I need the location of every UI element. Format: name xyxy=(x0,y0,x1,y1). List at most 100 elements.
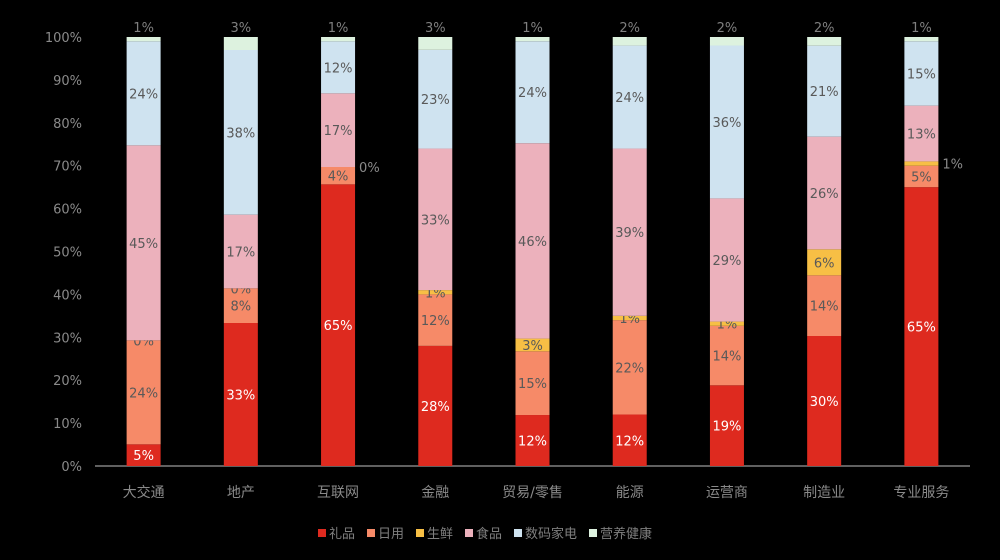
data-label: 2% xyxy=(717,21,738,36)
bar-segment xyxy=(904,105,939,162)
bar-segment xyxy=(515,338,550,352)
data-label: 5% xyxy=(133,449,154,464)
data-label: 24% xyxy=(518,86,547,101)
bar-segment xyxy=(418,290,453,295)
bar-segment xyxy=(418,37,453,50)
data-label: 65% xyxy=(907,321,936,336)
data-label: 33% xyxy=(421,213,450,228)
y-tick-label: 60% xyxy=(53,203,82,218)
y-tick-label: 50% xyxy=(53,246,82,261)
bar-segment xyxy=(223,323,258,466)
bar-segment xyxy=(418,148,453,291)
data-label: 36% xyxy=(712,116,741,131)
bar-segment xyxy=(321,93,356,167)
y-tick-label: 100% xyxy=(45,31,82,46)
bar-segment xyxy=(515,351,550,416)
legend-swatch xyxy=(367,529,375,537)
bar-segment xyxy=(126,37,161,42)
data-label: 1% xyxy=(522,21,543,36)
data-label: 5% xyxy=(911,170,932,185)
data-label: 1% xyxy=(942,158,963,173)
bar-segment xyxy=(223,37,258,50)
y-tick-label: 90% xyxy=(53,74,82,89)
data-label: 8% xyxy=(231,300,252,315)
bar-segment xyxy=(126,340,161,445)
x-tick-label: 大交通 xyxy=(123,484,165,501)
bar-segment xyxy=(709,385,744,466)
bar-segment xyxy=(709,321,744,326)
bar-segment xyxy=(904,161,939,166)
data-label: 3% xyxy=(522,339,543,354)
data-label: 12% xyxy=(518,435,547,450)
data-label: 46% xyxy=(518,235,547,250)
bar-segment xyxy=(904,37,939,42)
bar-segment xyxy=(515,143,550,339)
data-label: 12% xyxy=(421,314,450,329)
legend-swatch xyxy=(465,529,473,537)
data-label: 12% xyxy=(615,434,644,449)
bar-segment xyxy=(418,49,453,149)
bar-segment xyxy=(612,148,647,316)
bar-segment xyxy=(709,325,744,386)
x-tick-label: 地产 xyxy=(227,485,255,501)
legend-swatch xyxy=(589,529,597,537)
bar-segment xyxy=(418,345,453,466)
data-label: 14% xyxy=(810,300,839,315)
bar-segment xyxy=(709,198,744,322)
y-tick-label: 40% xyxy=(53,288,82,303)
y-tick-label: 20% xyxy=(53,374,82,389)
bar-segment xyxy=(612,320,647,415)
data-label: 38% xyxy=(226,126,255,141)
bar-segment xyxy=(321,41,356,94)
data-label: 23% xyxy=(421,93,450,108)
x-tick-label: 金融 xyxy=(421,485,449,501)
bar-segment xyxy=(612,37,647,46)
bar-segment xyxy=(515,415,550,466)
data-label: 24% xyxy=(129,386,158,401)
data-label: 3% xyxy=(425,21,446,36)
bar-segment xyxy=(807,249,842,276)
bar-segment xyxy=(709,37,744,46)
bar-segment xyxy=(807,45,842,137)
bar-segment xyxy=(321,37,356,42)
data-label: 1% xyxy=(911,21,932,36)
data-label: 65% xyxy=(324,319,353,334)
bar-segment xyxy=(709,45,744,199)
legend-label: 营养健康 xyxy=(600,526,652,542)
data-label: 6% xyxy=(814,256,835,271)
y-tick-label: 80% xyxy=(53,117,82,132)
x-tick-label: 制造业 xyxy=(803,485,845,501)
bar-segment xyxy=(126,444,161,466)
data-label: 26% xyxy=(810,187,839,202)
y-tick-label: 0% xyxy=(61,460,82,475)
data-label: 0% xyxy=(359,161,380,176)
data-label: 2% xyxy=(814,21,835,36)
data-label: 29% xyxy=(712,254,741,269)
data-label: 4% xyxy=(328,170,349,185)
legend-label: 数码家电 xyxy=(525,526,577,542)
bar-segment xyxy=(904,165,939,188)
data-label: 45% xyxy=(129,237,158,252)
bar-segment xyxy=(807,275,842,336)
bar-segment xyxy=(418,294,453,346)
x-tick-label: 互联网 xyxy=(317,485,359,501)
data-label: 30% xyxy=(810,395,839,410)
data-label: 13% xyxy=(907,128,936,143)
legend-label: 礼品 xyxy=(329,526,355,542)
y-tick-label: 10% xyxy=(53,417,82,432)
legend-label: 生鲜 xyxy=(427,527,453,542)
data-label: 17% xyxy=(226,246,255,261)
legend-swatch xyxy=(514,529,522,537)
data-label: 14% xyxy=(712,350,741,365)
data-label: 24% xyxy=(615,91,644,106)
bar-segment xyxy=(126,145,161,341)
x-tick-label: 能源 xyxy=(616,485,644,501)
legend-swatch xyxy=(416,529,424,537)
bar-segment xyxy=(904,41,939,106)
data-label: 3% xyxy=(231,21,252,36)
legend-swatch xyxy=(318,529,326,537)
data-label: 15% xyxy=(907,67,936,82)
data-label: 22% xyxy=(615,361,644,376)
bar-segment xyxy=(515,41,550,144)
data-label: 39% xyxy=(615,226,644,241)
